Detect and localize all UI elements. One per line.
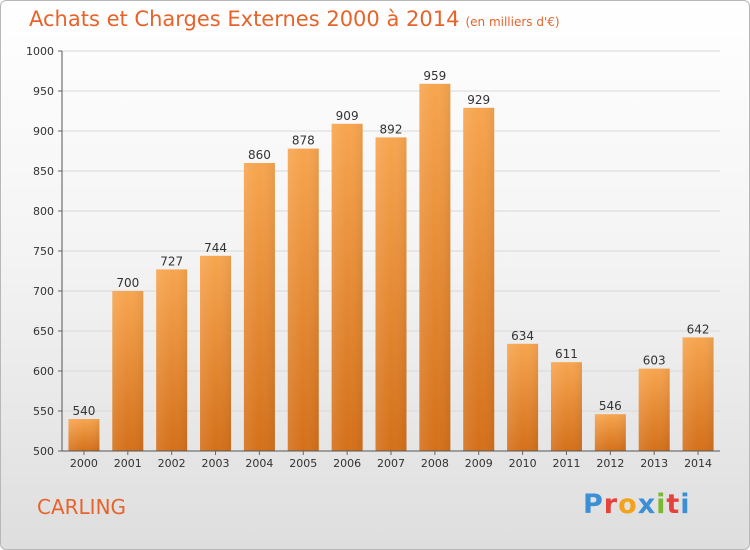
y-tick-label: 800 [33,205,54,218]
x-tick-label: 2003 [202,457,230,470]
data-label: 700 [116,276,139,290]
x-tick-label: 2011 [552,457,580,470]
bar-shade [507,343,539,451]
logo-letter: r [603,489,619,520]
x-tick-label: 2005 [289,457,317,470]
bar-shade [550,362,582,451]
bar-shade [243,163,275,451]
x-tick-label: 2012 [596,457,624,470]
data-label: 892 [380,122,403,136]
x-tick-label: 2007 [377,457,405,470]
x-tick-label: 2006 [333,457,361,470]
x-tick-label: 2002 [158,457,186,470]
bar-shade [112,291,144,451]
x-tick-label: 2014 [684,457,712,470]
bar-shade [287,148,319,451]
bar-shade [682,337,714,451]
chart-subtitle: (en milliers d'€) [465,15,560,29]
data-label: 860 [248,148,271,162]
data-label: 959 [423,69,446,83]
y-tick-label: 1000 [26,45,54,58]
x-tick-label: 2000 [70,457,98,470]
bar-shade [331,123,363,452]
y-tick-label: 600 [33,365,54,378]
x-tick-label: 2013 [640,457,668,470]
data-label: 540 [72,404,95,418]
bar-shade [156,269,188,451]
bar-shade [463,107,495,452]
place-name: CARLING [37,495,127,519]
bar-shade [594,414,626,451]
x-tick-label: 2001 [114,457,142,470]
chart-title: Achats et Charges Externes 2000 à 2014 [29,7,460,31]
data-label: 642 [687,322,710,336]
x-tick-label: 2009 [465,457,493,470]
y-tick-label: 650 [33,325,54,338]
data-label: 909 [336,109,359,123]
bar-shade [375,137,407,451]
logo-letter: P [583,489,604,520]
y-tick-label: 750 [33,245,54,258]
logo-letter: t [666,489,681,520]
bar-shade [638,368,670,451]
data-label: 603 [643,354,666,368]
proxiti-logo[interactable]: Proxiti [583,489,691,520]
logo-letter: i [680,489,691,520]
data-label: 634 [511,329,534,343]
bars: 540 700 727 744 860 878 909 892 959 929 634 611 546 6… [68,69,714,452]
y-tick-label: 850 [33,165,54,178]
bar-shade [419,83,451,452]
data-label: 929 [467,93,490,107]
y-tick-label: 500 [33,445,54,458]
data-label: 744 [204,241,227,255]
x-tick-label: 2008 [421,457,449,470]
axes: 500 550 600 650 700 750 800 850 900 950 1000 2000 20… [26,45,720,470]
logo-letter: o [618,489,638,520]
y-tick-label: 900 [33,125,54,138]
x-tick-label: 2004 [245,457,273,470]
data-label: 611 [555,347,578,361]
logo-letter: x [637,489,657,520]
data-label: 546 [599,399,622,413]
bar-shade [200,255,232,451]
data-label: 727 [160,254,183,268]
bar-shade [68,419,100,451]
data-label: 878 [292,134,315,148]
y-tick-label: 950 [33,85,54,98]
x-tick-label: 2010 [509,457,537,470]
y-tick-label: 700 [33,285,54,298]
logo-letter: i [656,489,667,520]
y-tick-label: 550 [33,405,54,418]
chart-title-block: Achats et Charges Externes 2000 à 2014 (e… [29,7,560,31]
